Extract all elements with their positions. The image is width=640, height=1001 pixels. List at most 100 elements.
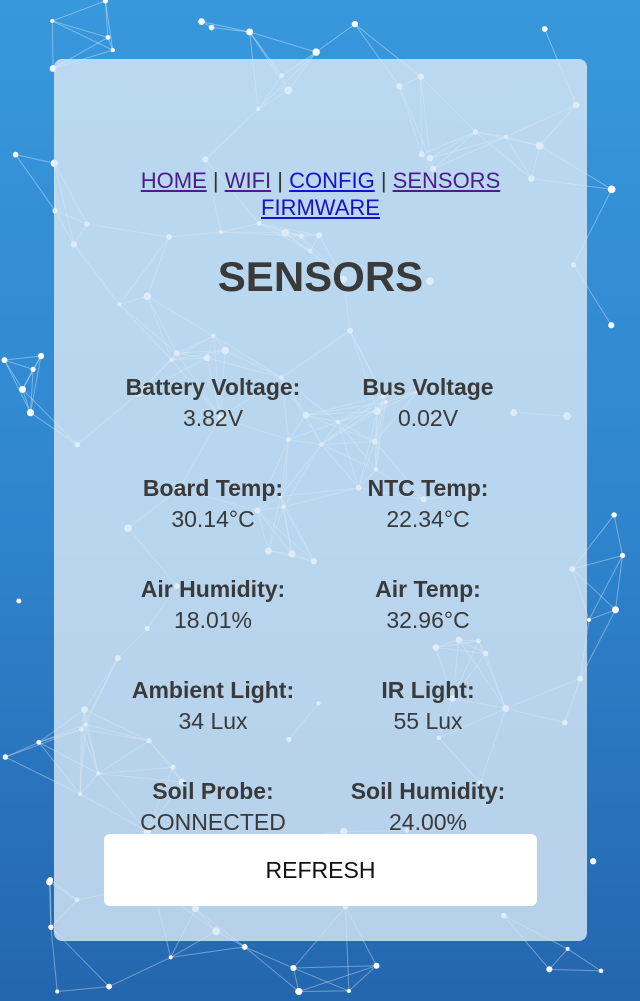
sensor-reading: Bus Voltage 0.02V [308, 372, 548, 434]
sensor-label: Soil Probe: [152, 778, 274, 804]
sensor-reading: Soil Humidity: 24.00% [308, 776, 548, 838]
network-node [16, 598, 22, 604]
network-line [293, 967, 350, 992]
nav-firmware-link[interactable]: FIRMWARE [261, 195, 380, 220]
network-node [2, 754, 9, 760]
network-node [37, 352, 45, 360]
network-line [4, 359, 23, 390]
sensor-value: 24.00% [388, 809, 467, 835]
sensor-reading: Board Temp: 30.14°C [93, 473, 333, 535]
network-node [208, 24, 215, 31]
sensor-reading: Air Temp: 32.96°C [308, 574, 548, 636]
sensor-label: Bus Voltage [362, 374, 494, 400]
network-line [549, 968, 602, 972]
sensors-card: HOME | WIFI | CONFIG | SENSORS FIRMWARE … [54, 59, 587, 941]
network-line [170, 946, 245, 958]
network-node [586, 617, 592, 622]
network-line [4, 359, 31, 413]
nav-bar: HOME | WIFI | CONFIG | SENSORS FIRMWARE [54, 167, 587, 221]
network-node [105, 35, 111, 40]
network-node [541, 26, 548, 32]
refresh-button[interactable]: REFRESH [104, 834, 537, 906]
sensor-value: 30.14°C [171, 506, 255, 532]
nav-home-link[interactable]: HOME [140, 168, 207, 193]
network-line [244, 946, 300, 992]
network-line [108, 956, 171, 988]
network-node [598, 968, 604, 974]
network-line [104, 0, 114, 51]
nav-config-link[interactable]: CONFIG [289, 168, 375, 193]
sensor-value: 0.02V [397, 405, 459, 431]
network-line [15, 154, 55, 164]
network-node [565, 946, 570, 951]
network-line [211, 27, 250, 33]
network-line [588, 609, 616, 621]
sensor-label: Ambient Light: [131, 677, 295, 703]
network-node [619, 552, 626, 559]
network-node [351, 20, 359, 28]
network-line [52, 20, 113, 51]
network-line [48, 881, 52, 928]
network-node [607, 185, 616, 194]
network-node [168, 955, 173, 960]
network-node [346, 988, 352, 994]
sensor-reading: IR Light: 55 Lux [308, 675, 548, 737]
sensor-label: Board Temp: [142, 475, 284, 501]
sensor-value: 22.34°C [386, 506, 470, 532]
sensor-value: CONNECTED [140, 809, 286, 835]
sensor-reading: Soil Probe: CONNECTED [93, 776, 333, 838]
network-node [198, 18, 205, 25]
network-node [590, 858, 597, 865]
network-node [55, 989, 60, 994]
network-line [292, 967, 300, 992]
sensor-label: IR Light: [381, 677, 475, 703]
nav-wifi-link[interactable]: WIFI [224, 168, 272, 193]
network-line [613, 514, 624, 556]
network-line [57, 986, 110, 993]
network-line [348, 965, 377, 992]
sensor-value: 55 Lux [393, 708, 463, 734]
network-line [52, 20, 109, 38]
network-line [52, 0, 106, 22]
nav-separator: | [212, 168, 219, 193]
network-line [30, 355, 42, 413]
network-line [22, 369, 34, 390]
network-node [246, 28, 254, 36]
network-node [611, 512, 617, 518]
network-line [4, 355, 42, 361]
network-line [244, 946, 294, 969]
nav-sensors-link[interactable]: SENSORS [392, 168, 501, 193]
network-line [298, 990, 349, 992]
network-line [614, 555, 624, 610]
network-line [51, 21, 54, 69]
sensor-label: NTC Temp: [367, 475, 489, 501]
sensor-label: Battery Voltage: [125, 374, 301, 400]
network-line [298, 965, 377, 992]
network-node [30, 366, 36, 373]
page-title: SENSORS [217, 253, 424, 300]
network-node [36, 739, 42, 745]
sensor-reading: NTC Temp: 22.34°C [308, 473, 548, 535]
network-node [102, 0, 108, 4]
nav-separator: | [380, 168, 387, 193]
sensor-label: Air Humidity: [140, 576, 286, 602]
network-node [312, 48, 320, 56]
sensor-label: Air Temp: [375, 576, 481, 602]
sensor-reading: Air Humidity: 18.01% [93, 574, 333, 636]
network-line [548, 948, 568, 970]
network-node [290, 964, 297, 972]
network-node [50, 19, 55, 24]
network-node [106, 983, 112, 990]
sensor-reading: Battery Voltage: 3.82V [93, 372, 333, 434]
network-line [15, 154, 56, 212]
network-line [5, 741, 39, 758]
network-line [50, 927, 58, 992]
network-line [249, 31, 317, 53]
network-node [48, 924, 54, 930]
network-line [201, 21, 250, 33]
network-node [1, 357, 8, 364]
network-node [373, 962, 380, 969]
network-node [12, 151, 19, 158]
network-line [567, 948, 602, 972]
sensor-label: Soil Humidity: [350, 778, 506, 804]
